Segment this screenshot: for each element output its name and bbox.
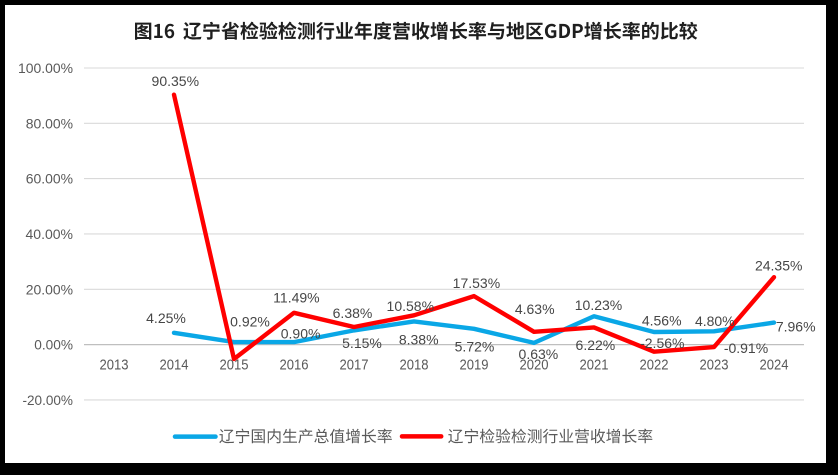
svg-text:60.00%: 60.00% xyxy=(26,171,73,187)
svg-text:80.00%: 80.00% xyxy=(26,115,73,131)
svg-text:0.90%: 0.90% xyxy=(281,326,321,342)
svg-text:24.35%: 24.35% xyxy=(755,257,802,273)
svg-text:17.53%: 17.53% xyxy=(453,275,500,291)
svg-text:6.22%: 6.22% xyxy=(576,337,616,353)
svg-text:5.15%: 5.15% xyxy=(342,335,382,351)
svg-text:0.00%: 0.00% xyxy=(34,337,73,353)
svg-text:2016: 2016 xyxy=(280,358,309,374)
svg-text:-0.91%: -0.91% xyxy=(724,340,768,356)
svg-text:40.00%: 40.00% xyxy=(26,226,74,242)
svg-text:2013: 2013 xyxy=(100,358,129,374)
svg-text:4.56%: 4.56% xyxy=(642,313,682,329)
svg-text:11.49%: 11.49% xyxy=(273,290,319,306)
svg-text:2014: 2014 xyxy=(160,358,189,374)
svg-text:2020: 2020 xyxy=(520,358,549,374)
svg-text:8.38%: 8.38% xyxy=(399,331,439,347)
svg-text:0.63%: 0.63% xyxy=(519,346,559,362)
svg-text:0.92%: 0.92% xyxy=(230,314,270,330)
svg-text:90.35%: 90.35% xyxy=(152,73,199,89)
svg-text:2022: 2022 xyxy=(640,358,669,374)
svg-text:4.63%: 4.63% xyxy=(515,301,555,317)
svg-text:10.23%: 10.23% xyxy=(575,297,622,313)
svg-text:-2.56%: -2.56% xyxy=(640,335,684,351)
svg-text:2023: 2023 xyxy=(700,358,729,374)
svg-text:20.00%: 20.00% xyxy=(26,281,73,297)
svg-text:4.25%: 4.25% xyxy=(146,310,186,326)
svg-text:10.58%: 10.58% xyxy=(387,298,434,314)
svg-text:2018: 2018 xyxy=(400,358,429,374)
svg-text:2024: 2024 xyxy=(760,358,789,374)
svg-text:2019: 2019 xyxy=(460,358,489,374)
svg-text:100.00%: 100.00% xyxy=(18,60,73,76)
svg-text:7.96%: 7.96% xyxy=(776,319,816,335)
svg-text:6.38%: 6.38% xyxy=(333,305,373,321)
svg-text:2017: 2017 xyxy=(340,358,369,374)
svg-text:5.72%: 5.72% xyxy=(455,339,495,355)
svg-text:2021: 2021 xyxy=(580,358,609,374)
svg-text:-20.00%: -20.00% xyxy=(23,392,74,408)
svg-text:4.80%: 4.80% xyxy=(695,313,735,329)
svg-text:2015: 2015 xyxy=(220,358,249,374)
